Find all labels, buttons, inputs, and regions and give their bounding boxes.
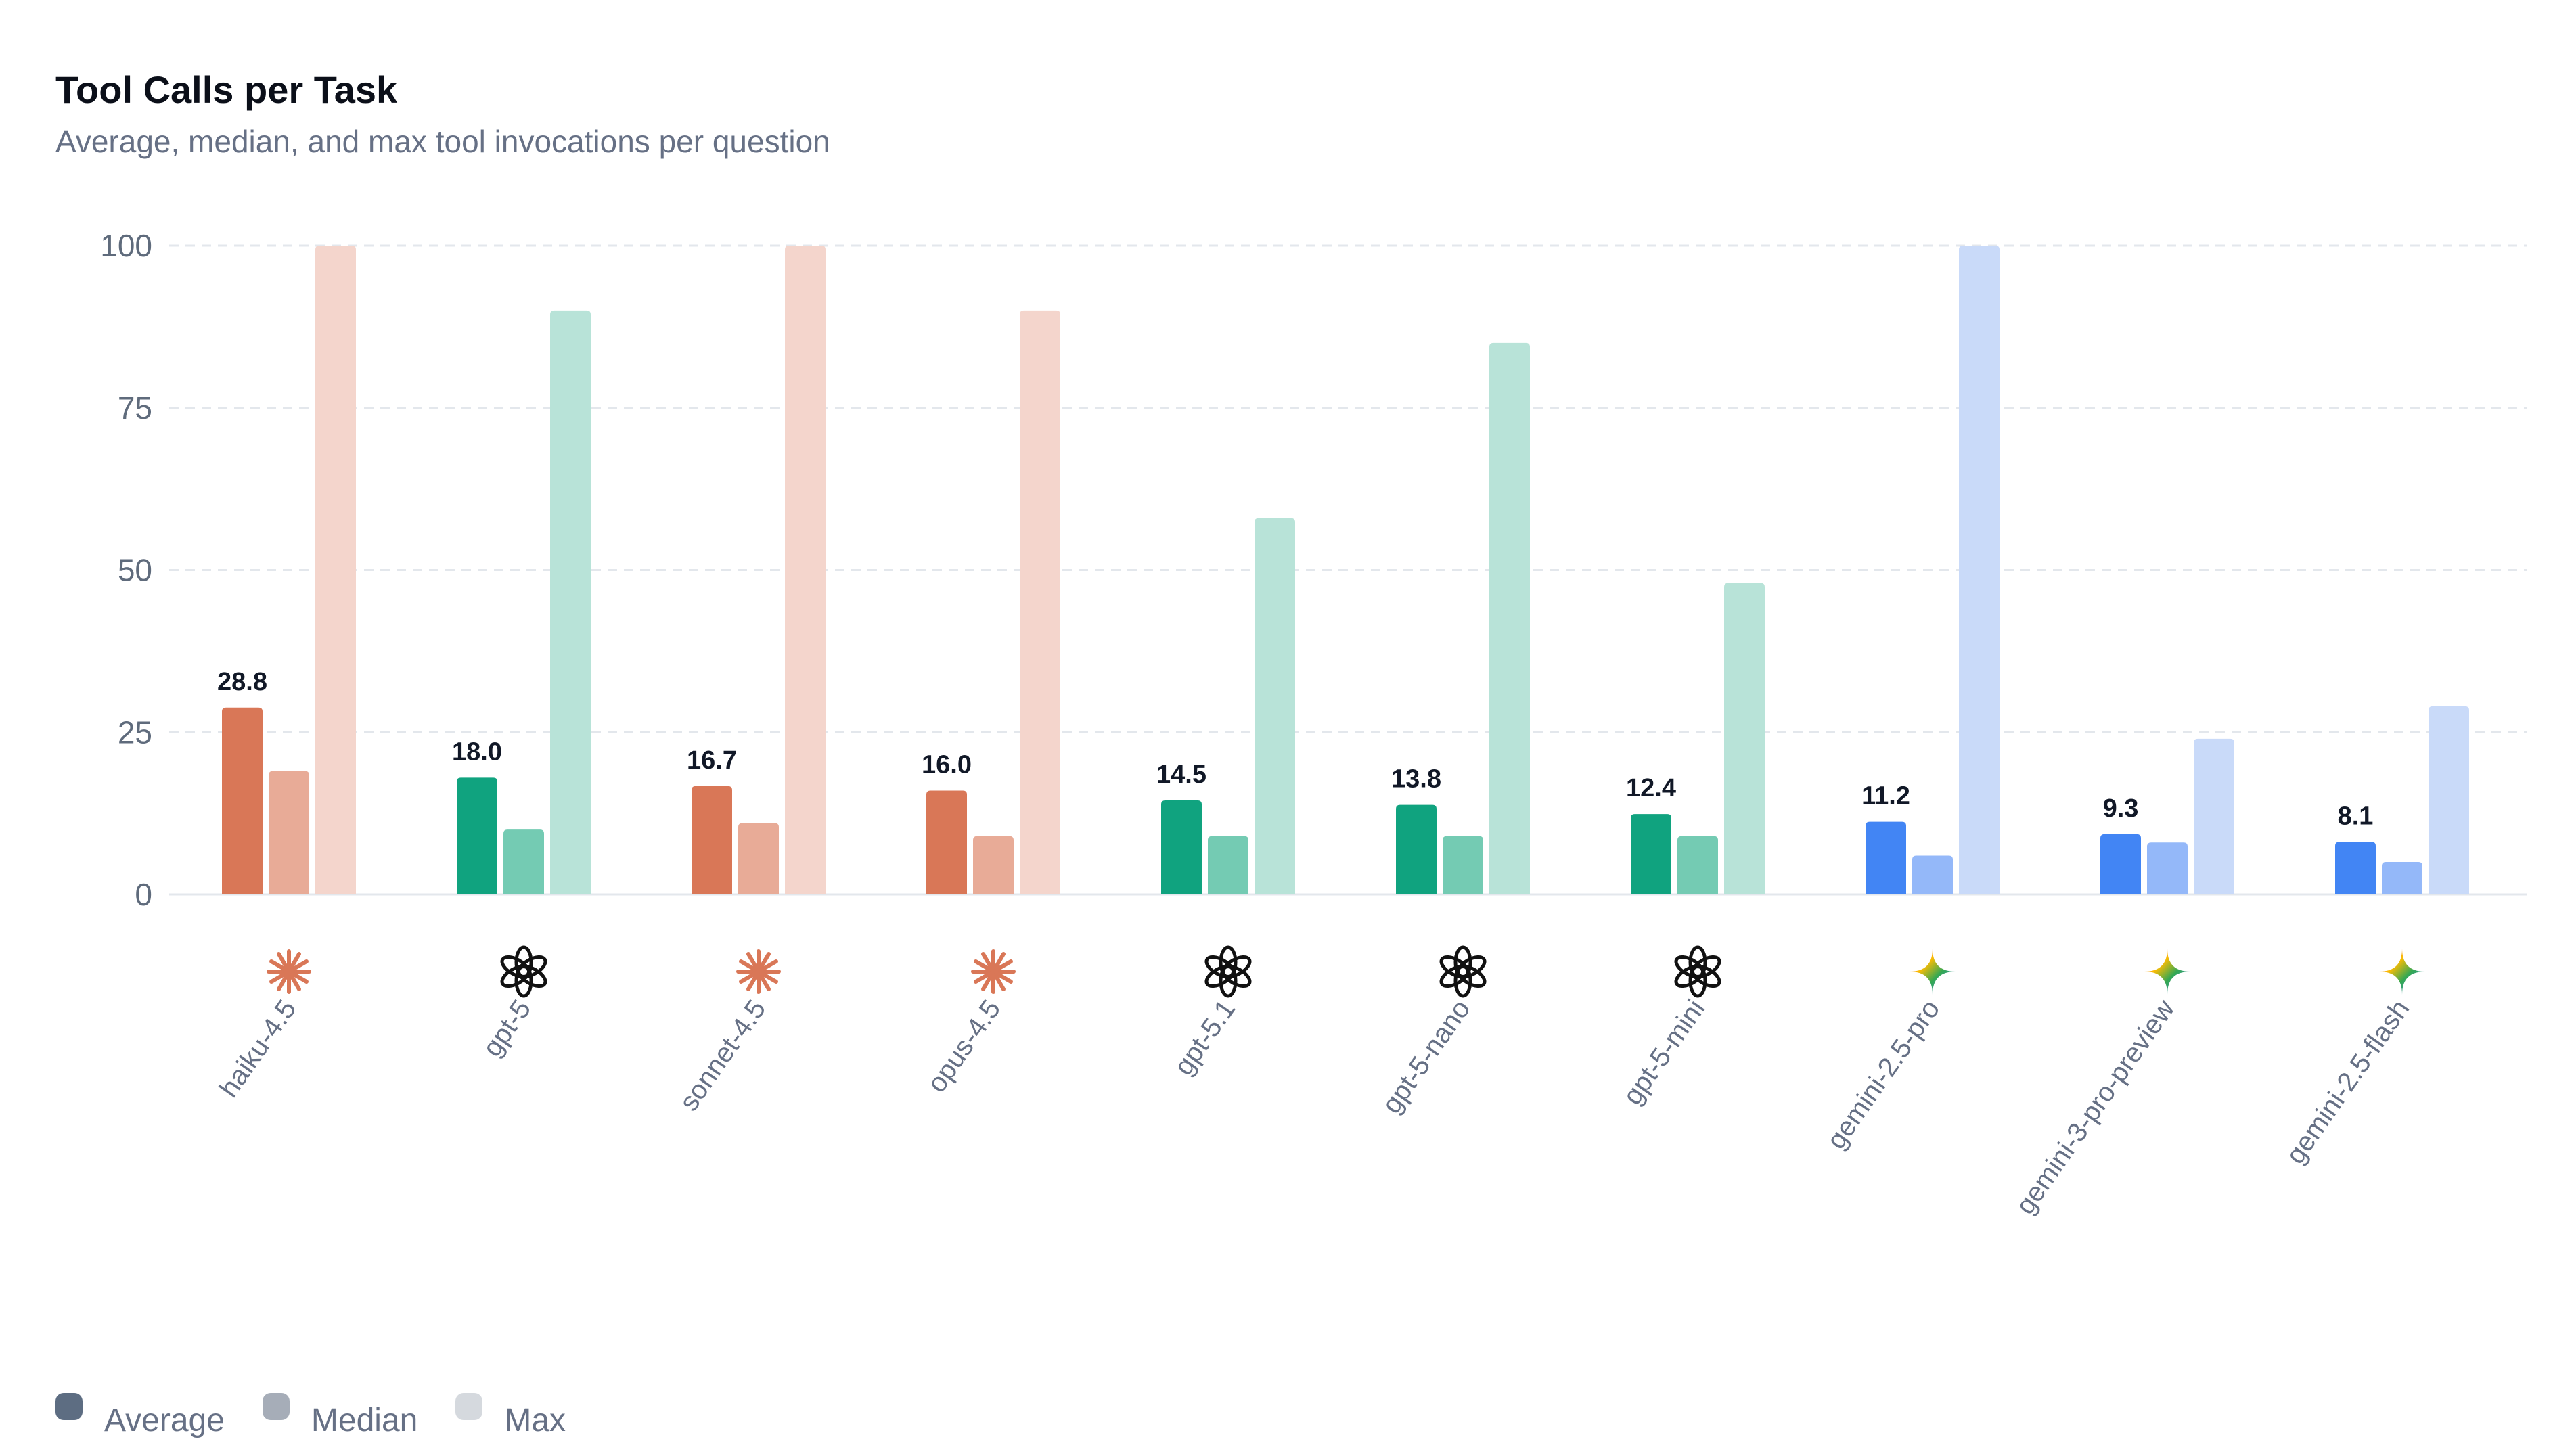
anthropic-asterisk-icon <box>267 949 311 994</box>
bar-max <box>1020 310 1060 894</box>
openai-knot-icon <box>1439 945 1487 998</box>
bar-max <box>785 246 826 894</box>
y-tick-label: 50 <box>118 553 152 588</box>
openai-knot-icon <box>1674 945 1721 998</box>
bar-max <box>1724 583 1765 894</box>
bar-max <box>315 246 356 894</box>
bar-average <box>1396 804 1437 894</box>
data-label-average: 28.8 <box>217 668 267 696</box>
icon-stroke <box>974 959 1013 984</box>
icon-sparkle <box>2144 949 2190 995</box>
x-tick-label: gemini-2.5-flash <box>2280 995 2415 1169</box>
openai-knot-icon <box>500 945 547 998</box>
icon-stroke <box>269 959 309 984</box>
data-label-average: 9.3 <box>2103 794 2139 823</box>
data-label-average: 18.0 <box>452 737 502 766</box>
legend-label-average: Average <box>104 1403 225 1438</box>
bar-average <box>1161 800 1202 894</box>
legend-item-average[interactable]: Average <box>55 1393 225 1439</box>
bar-max <box>1959 246 2000 894</box>
gemini-sparkle-icon <box>2144 949 2190 995</box>
bar-median <box>503 829 544 894</box>
bar-median <box>269 771 309 894</box>
y-tick-label: 100 <box>100 228 152 263</box>
anthropic-asterisk-icon <box>971 949 1016 994</box>
data-label-average: 11.2 <box>1861 782 1910 811</box>
legend-item-max[interactable]: Max <box>455 1393 566 1439</box>
data-label-average: 14.5 <box>1156 760 1206 789</box>
bar-median <box>2382 862 2422 894</box>
bar-median <box>1208 836 1248 894</box>
x-tick-label: gpt-5 <box>477 995 537 1062</box>
legend-swatch-median <box>262 1393 290 1420</box>
data-label-average: 16.0 <box>922 751 972 779</box>
y-tick-label: 0 <box>135 877 152 912</box>
x-tick-label: sonnet-4.5 <box>674 995 771 1116</box>
x-tick-label: gpt-5-mini <box>1617 995 1711 1110</box>
bar-average <box>2335 842 2376 894</box>
data-label-average: 13.8 <box>1391 765 1441 794</box>
legend: Average Median Max <box>55 1393 604 1439</box>
legend-swatch-average <box>55 1393 83 1420</box>
icon-petal <box>1674 955 1705 979</box>
anthropic-asterisk-icon <box>736 949 781 994</box>
bar-median <box>1677 836 1718 894</box>
gemini-sparkle-icon <box>1910 949 1956 995</box>
bar-max <box>1255 518 1295 894</box>
icon-petal <box>1439 955 1470 979</box>
bar-average <box>926 790 967 894</box>
bar-average <box>692 786 732 894</box>
bar-median <box>2147 842 2188 894</box>
data-label-average: 12.4 <box>1626 774 1676 802</box>
x-tick-label: opus-4.5 <box>922 995 1006 1098</box>
chart-subtitle: Average, median, and max tool invocation… <box>55 124 830 159</box>
x-tick-label: gpt-5-nano <box>1376 995 1476 1119</box>
bar-chart: 0 25 50 75 100 28.8 haiku-4.5 18.0 gpt-5 16.7 sonn… <box>100 228 2527 1220</box>
y-tick-label: 75 <box>118 390 152 426</box>
data-label-average: 16.7 <box>687 746 737 775</box>
icon-sparkle <box>1910 949 1956 995</box>
bar-average <box>1866 821 1906 894</box>
legend-label-median: Median <box>311 1403 418 1438</box>
bar-max <box>2429 706 2469 894</box>
y-tick-label: 25 <box>118 714 152 750</box>
bar-median <box>1912 855 1953 894</box>
icon-petal <box>500 955 531 979</box>
bar-average <box>222 707 263 894</box>
chart-title: Tool Calls per Task <box>55 68 398 111</box>
bar-max <box>550 310 591 894</box>
bar-median <box>1443 836 1483 894</box>
data-label-average: 8.1 <box>2338 802 2374 830</box>
gemini-sparkle-icon <box>2379 949 2425 995</box>
x-tick-label: gemini-2.5-pro <box>1821 995 1945 1154</box>
openai-knot-icon <box>1204 945 1252 998</box>
icon-sparkle <box>2379 949 2425 995</box>
bar-average <box>1631 814 1671 894</box>
bar-median <box>973 836 1014 894</box>
bar-average <box>457 777 497 894</box>
bar-average <box>2100 834 2141 894</box>
bar-max <box>1489 342 1530 895</box>
bar-max <box>2194 738 2234 894</box>
x-tick-label: gemini-3-pro-preview <box>2010 995 2181 1220</box>
icon-stroke <box>739 959 778 984</box>
x-tick-label: haiku-4.5 <box>214 995 302 1103</box>
bar-median <box>738 823 779 894</box>
x-tick-label: gpt-5.1 <box>1169 995 1241 1080</box>
legend-item-median[interactable]: Median <box>262 1393 418 1439</box>
legend-swatch-max <box>455 1393 483 1420</box>
legend-label-max: Max <box>504 1403 566 1438</box>
icon-petal <box>1204 955 1236 979</box>
